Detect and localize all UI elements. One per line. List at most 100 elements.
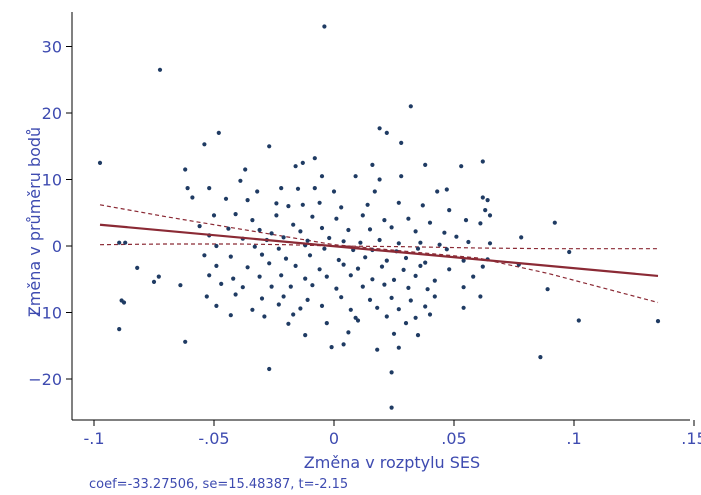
data-point (341, 262, 346, 267)
data-point (245, 265, 250, 270)
data-point (375, 305, 380, 310)
data-point (295, 186, 301, 191)
data-point (207, 273, 212, 278)
data-point (655, 319, 661, 324)
data-point (355, 318, 361, 323)
data-point (291, 222, 296, 227)
data-point (418, 263, 423, 268)
data-point (480, 195, 485, 200)
data-point (300, 160, 305, 165)
data-point (279, 186, 284, 191)
data-point (391, 331, 397, 336)
x-tick-label: -.05 (198, 429, 229, 448)
data-point (545, 287, 550, 292)
data-point (233, 292, 238, 297)
data-point (204, 294, 209, 299)
y-tick-label: 0 (52, 237, 62, 256)
data-point (403, 255, 409, 261)
data-point (408, 104, 413, 109)
data-point (334, 286, 339, 291)
data-point (367, 297, 373, 302)
data-point (336, 257, 341, 263)
data-point (341, 239, 346, 244)
data-point (480, 159, 485, 164)
data-point (123, 240, 128, 245)
data-point (454, 234, 459, 239)
data-point (365, 202, 370, 207)
data-point (319, 303, 325, 308)
data-point (183, 339, 188, 344)
data-point (185, 186, 190, 191)
data-point (339, 205, 344, 210)
data-point (413, 315, 418, 320)
x-axis-label: Změna v rozptylu SES (304, 453, 480, 472)
x-tick-label: 0 (329, 429, 339, 448)
data-point (303, 333, 308, 338)
data-point (353, 315, 358, 320)
data-point (267, 366, 272, 372)
data-point (341, 342, 346, 347)
data-point (480, 264, 485, 269)
data-point (97, 160, 103, 165)
data-point (358, 240, 363, 245)
data-point (478, 221, 483, 226)
data-point (466, 239, 471, 245)
data-point (276, 302, 281, 307)
data-point (384, 130, 389, 135)
data-point (288, 284, 293, 289)
data-point (415, 333, 421, 338)
data-point (353, 174, 358, 179)
data-point (406, 285, 411, 290)
data-point (226, 226, 231, 231)
x-tick-label: .15 (681, 429, 701, 448)
y-tick-label: 30 (42, 38, 62, 57)
data-point (377, 237, 382, 243)
data-point (219, 281, 224, 286)
data-point (305, 297, 310, 302)
data-point (214, 263, 219, 268)
data-point (427, 312, 433, 317)
data-point (437, 242, 442, 247)
data-point (360, 284, 365, 289)
y-axis-label: Změna v průměru bodů (25, 127, 44, 317)
data-point (331, 189, 337, 194)
data-point (370, 162, 375, 167)
data-point (214, 303, 219, 308)
data-point (298, 229, 303, 234)
data-point (346, 227, 351, 233)
data-point (223, 196, 229, 201)
data-point (377, 126, 382, 131)
data-point (250, 218, 255, 223)
data-point (322, 24, 327, 29)
data-point (211, 213, 217, 218)
data-point (348, 273, 353, 278)
data-point (478, 294, 483, 299)
scatter-points (97, 24, 661, 410)
data-point (372, 189, 377, 194)
data-point (370, 277, 375, 282)
data-point (485, 198, 490, 203)
data-point (183, 167, 188, 172)
data-point (413, 273, 418, 278)
data-point (552, 220, 557, 225)
data-point (471, 274, 476, 279)
data-point (255, 189, 260, 194)
data-point (329, 345, 334, 350)
fit-line-group (99, 223, 659, 278)
data-point (447, 208, 452, 213)
data-point (303, 276, 308, 281)
data-point (401, 267, 406, 272)
data-point (327, 235, 332, 241)
data-point (396, 241, 401, 246)
data-point (262, 314, 267, 319)
data-point (291, 312, 296, 317)
data-point (461, 305, 466, 310)
data-point (156, 274, 161, 279)
data-point (389, 225, 394, 230)
data-point (360, 213, 365, 218)
data-point (274, 201, 279, 206)
data-point (415, 246, 421, 251)
data-point (396, 307, 401, 312)
x-tick-label: .1 (566, 429, 581, 448)
